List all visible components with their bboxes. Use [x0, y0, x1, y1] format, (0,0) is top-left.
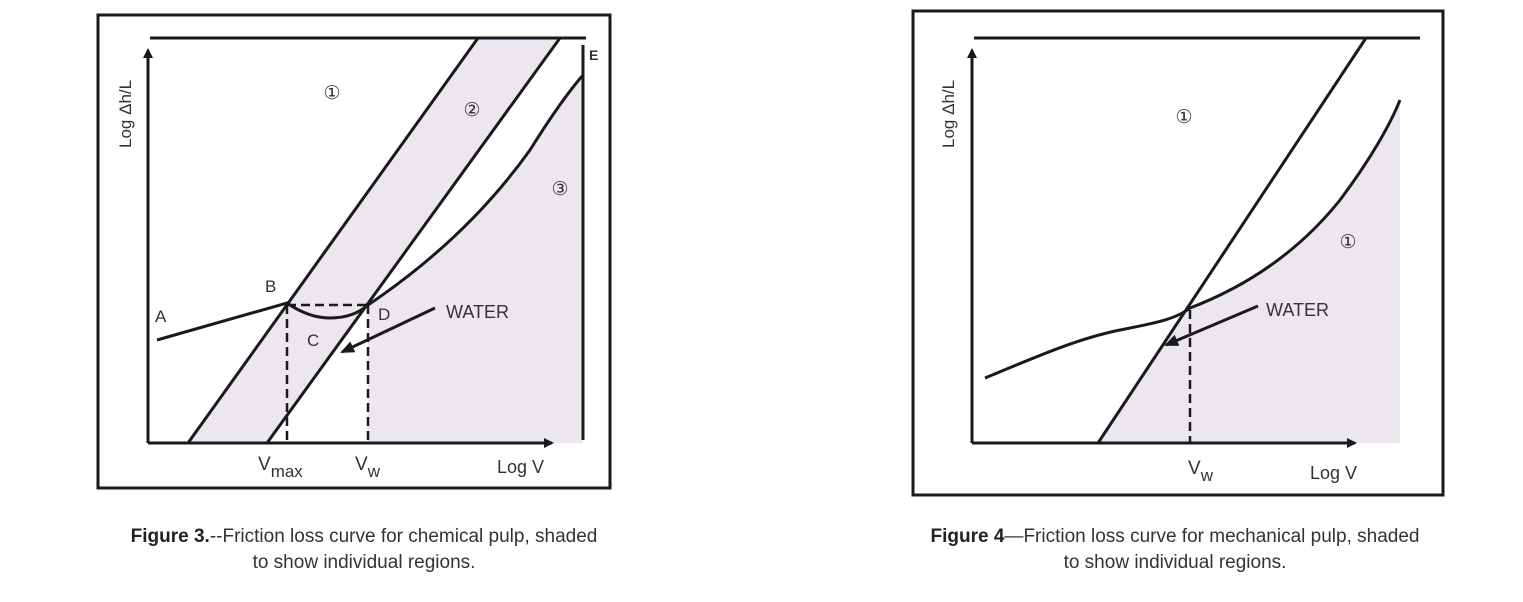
vmax-subscript: max [271, 462, 304, 481]
vw-tick-label-4: Vw [1188, 458, 1214, 485]
figure-4-shading [1098, 100, 1400, 443]
figure-4-caption: Figure 4—Friction loss curve for mechani… [830, 524, 1520, 576]
figure-4-caption-line1: Figure 4—Friction loss curve for mechani… [830, 524, 1520, 550]
water-label-4: WATER [1266, 300, 1329, 320]
vw-tick-label: Vw [355, 454, 381, 481]
pulp-friction-curve-4 [984, 99, 1402, 380]
figure-3-caption-text: --Friction loss curve for chemical pulp,… [209, 526, 598, 547]
pulp-friction-curve [156, 74, 585, 342]
region-3-shade [368, 75, 583, 443]
point-d-label: D [378, 305, 390, 324]
x-axis-label-4: Log V [1310, 463, 1357, 483]
line-b-boundary [186, 37, 480, 444]
figure-4-caption-line2: to show individual regions. [1063, 552, 1287, 573]
x-axis-label: Log V [497, 457, 544, 477]
figure-4-frame [911, 9, 1445, 497]
figure-3-frame [96, 13, 612, 490]
vw-subscript-4: w [1200, 466, 1214, 485]
figure-4-caption-text: —Friction loss curve for mechanical pulp… [1004, 526, 1420, 547]
point-a-label: A [155, 307, 167, 326]
y-axis-label: Log Δh/L [116, 80, 135, 148]
point-e-label: E [589, 47, 598, 63]
region-3-marker: ③ [551, 179, 568, 200]
vmax-tick-label: Vmax [258, 454, 303, 481]
figure-3-shading [188, 38, 583, 443]
vw-subscript: w [367, 462, 381, 481]
point-b-label: B [265, 277, 276, 296]
region-1-marker-upper: ① [1175, 107, 1192, 128]
water-arrow [340, 306, 436, 354]
point-c-label: C [307, 331, 319, 350]
region-shade [1098, 100, 1400, 443]
region-2-marker: ② [463, 100, 480, 121]
figure-3-caption-label: Figure 3. [130, 526, 210, 547]
vw-main-4: V [1188, 458, 1201, 479]
figure-4: Log Δh/L Log V ① ① WATER Vw [911, 9, 1445, 497]
vmax-main: V [258, 454, 271, 475]
water-arrow-4 [1164, 304, 1259, 347]
water-line [265, 37, 562, 444]
water-label: WATER [446, 302, 509, 322]
figure-3-caption: Figure 3.--Friction loss curve for chemi… [20, 524, 708, 576]
region-1-marker: ① [323, 83, 340, 104]
region-1-marker-lower: ① [1339, 232, 1356, 253]
figure-4-caption-label: Figure 4 [930, 526, 1005, 547]
region-2-shade [188, 38, 560, 443]
vw-main: V [355, 454, 368, 475]
figure-3-caption-line1: Figure 3.--Friction loss curve for chemi… [20, 524, 708, 550]
y-axis-label-4: Log Δh/L [939, 80, 958, 148]
water-line-4 [1096, 37, 1368, 444]
figure-3: Log Δh/L Log V ① ② ③ A B C D E WATER Vma… [96, 13, 612, 490]
figure-3-caption-line2: to show individual regions. [252, 552, 476, 573]
